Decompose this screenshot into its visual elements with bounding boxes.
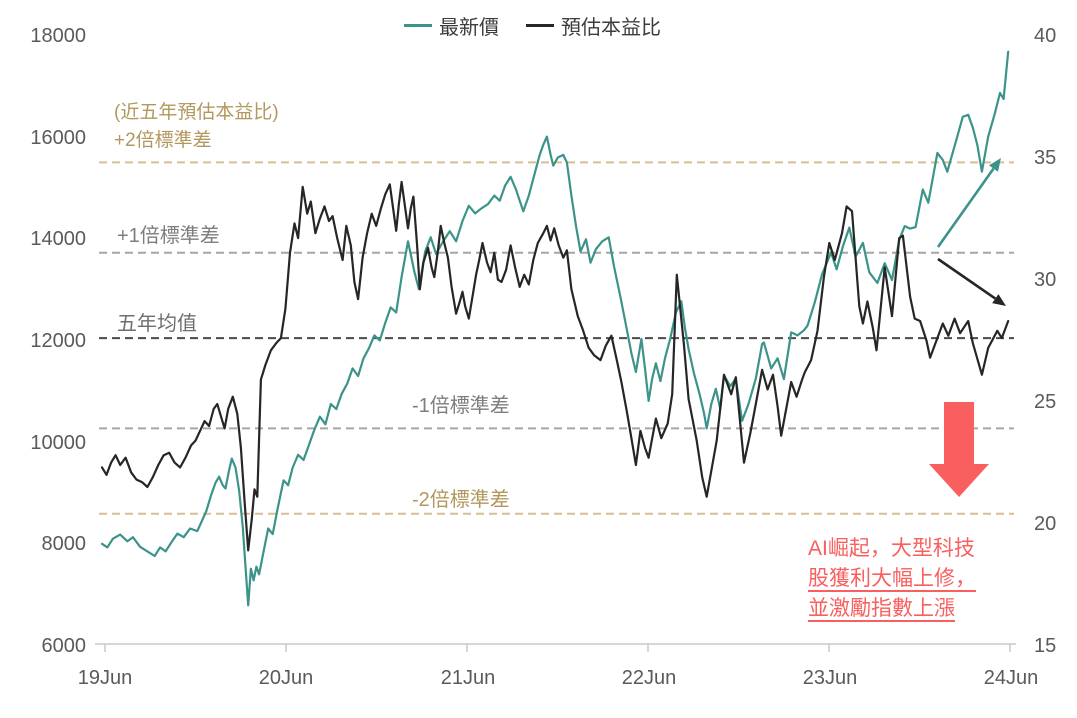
ai-rally-note-line3: 並激勵指數上漲 <box>808 597 955 620</box>
right-axis-tick: 35 <box>1034 147 1057 169</box>
minus1sd-label: -1倍標準差 <box>412 395 510 417</box>
pe-line-series <box>100 180 1010 552</box>
x-axis-tick: 19Jun <box>77 667 133 689</box>
pe-line-swatch-icon <box>526 24 554 27</box>
plus2sd-annotation-title: (近五年預估本益比) <box>114 102 279 123</box>
left-axis-tick: 8000 <box>41 533 87 555</box>
right-axis-tick: 30 <box>1034 269 1057 291</box>
x-axis-tick: 22Jun <box>621 667 677 689</box>
right-axis-tick: 40 <box>1034 25 1057 47</box>
legend-item-pe: 預估本益比 <box>526 11 661 40</box>
x-axis-tick: 20Jun <box>258 667 314 689</box>
minus2sd-label: -2倍標準差 <box>412 489 510 511</box>
red-down-arrow-icon <box>929 402 989 497</box>
price-line-swatch-icon <box>404 24 432 27</box>
legend-item-price: 最新價 <box>404 11 499 40</box>
mean-label: 五年均值 <box>117 313 197 335</box>
left-axis-tick: 14000 <box>30 228 86 250</box>
left-axis-tick: 6000 <box>41 635 87 657</box>
plus1sd-label: +1倍標準差 <box>117 225 220 247</box>
right-axis-tick: 15 <box>1034 635 1057 657</box>
left-axis-tick: 10000 <box>30 432 86 454</box>
price-line-series <box>100 50 1010 607</box>
plus2sd-annotation-label: +2倍標準差 <box>114 130 212 151</box>
right-axis-tick: 20 <box>1034 513 1057 535</box>
left-axis-tick: 16000 <box>30 127 86 149</box>
pe-downtrend-arrow-icon <box>937 257 997 300</box>
ai-rally-note-line1: AI崛起，大型科技 <box>808 537 975 560</box>
plus2sd-annotation: (近五年預估本益比) +2倍標準差 <box>114 99 279 155</box>
legend-label-pe: 預估本益比 <box>561 17 661 39</box>
right-axis-tick: 25 <box>1034 391 1057 413</box>
x-axis-tick: 23Jun <box>802 667 858 689</box>
price-uptrend-arrow-icon-head-icon <box>988 158 1001 172</box>
left-axis-tick: 12000 <box>30 330 86 352</box>
x-axis-tick: 24Jun <box>983 667 1039 689</box>
ai-rally-note: AI崛起，大型科技 股獲利大幅上修， 並激勵指數上漲 <box>808 534 976 624</box>
x-axis-tick: 21Jun <box>440 667 496 689</box>
legend-label-price: 最新價 <box>439 17 499 39</box>
pe-downtrend-arrow-icon-head-icon <box>992 294 1006 306</box>
left-axis-tick: 18000 <box>30 25 86 47</box>
price-uptrend-arrow-icon <box>936 167 995 248</box>
ai-rally-note-line2: 股獲利大幅上修， <box>808 567 976 590</box>
